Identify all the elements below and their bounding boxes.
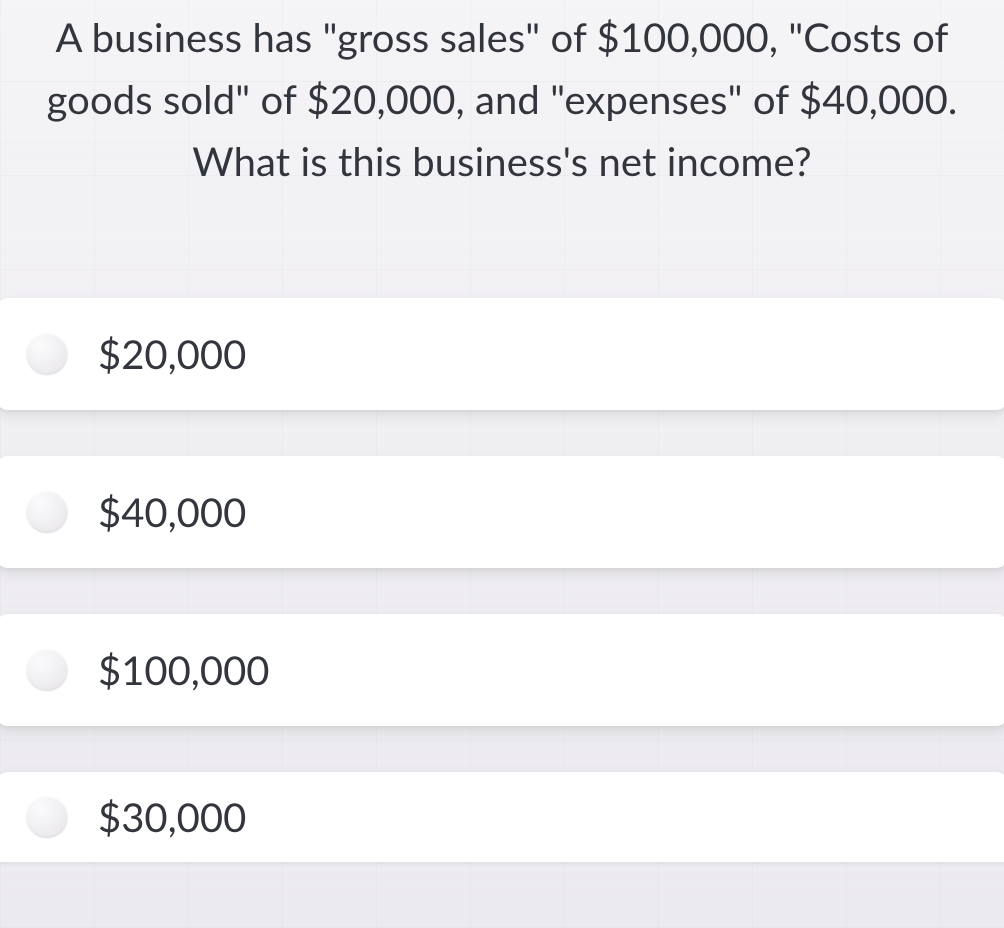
question-text: A business has "gross sales" of $100,000… (0, 0, 1004, 192)
option-2[interactable]: $40,000 (0, 456, 1004, 568)
radio-icon[interactable] (26, 333, 68, 375)
options-list: $20,000 $40,000 $100,000 $30,000 (0, 298, 1004, 862)
option-1-label: $20,000 (98, 330, 246, 378)
option-1[interactable]: $20,000 (0, 298, 1004, 410)
radio-icon[interactable] (26, 491, 68, 533)
option-3-label: $100,000 (98, 646, 269, 694)
option-3[interactable]: $100,000 (0, 614, 1004, 726)
option-2-label: $40,000 (98, 488, 246, 536)
option-4[interactable]: $30,000 (0, 772, 1004, 862)
radio-icon[interactable] (26, 796, 68, 838)
option-4-label: $30,000 (98, 793, 246, 841)
radio-icon[interactable] (26, 649, 68, 691)
